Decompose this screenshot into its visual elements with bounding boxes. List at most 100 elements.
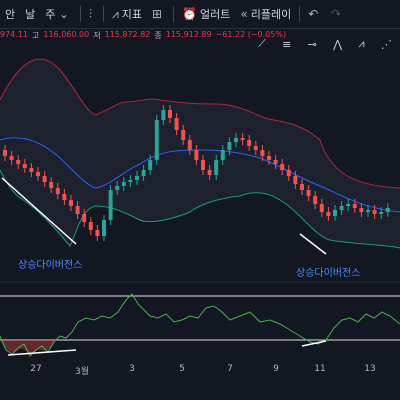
candle-body [234,138,238,142]
replay-icon: « [240,7,248,21]
candle-body [220,150,225,160]
rsi-line [0,293,400,357]
candle-body [227,142,232,150]
candle-body [16,160,21,164]
candle-body [9,156,14,160]
redo-button[interactable]: ↷ [326,0,349,28]
candle-body [201,160,205,170]
annotation-left[interactable]: 상승다이버전스 [18,260,83,271]
x-tick-label: 27 [30,364,42,374]
indicators-button[interactable]: ⩘ 지표 [111,6,142,22]
ohlc-legend: 974.11 고 116,060.00 저 115,872.82 종 115,9… [0,30,286,46]
candle-body [128,180,133,182]
x-tick-label: 3월 [74,367,90,377]
x-tick-label: 3 [129,364,135,374]
rsi-divergence-line-left [7,349,77,356]
alert-button[interactable]: ⏰ 얼러트 [182,7,231,21]
candle-body [313,196,318,204]
rsi-oversold-fill-left [0,340,56,354]
x-tick-label: 13 [364,364,376,374]
candle-body [280,164,285,170]
candle-body [339,206,344,210]
candle-body [346,204,351,206]
candle-body [62,194,67,200]
candle-body [154,120,159,160]
candle-body [359,208,364,212]
grid-icon: ⊞ [151,7,163,21]
candle-body [352,204,357,208]
replay-button[interactable]: «리플레이 [240,7,292,21]
close-value: 115,912.89 [165,30,212,39]
undo-button[interactable]: ↶ [303,0,326,28]
divider [299,6,301,22]
candle-body [121,182,126,186]
candle-body [319,204,324,212]
candle-body [253,146,258,150]
candle-body [42,176,47,182]
candle-body [115,186,120,190]
candle-body [161,110,166,120]
candle-body [36,172,40,176]
trendline-icon[interactable]: ⟋ [258,37,266,50]
high-label: 고 [32,31,40,40]
change-value: −61.22 (−0.05%) [215,30,287,39]
candle-body [214,160,219,175]
elliott-icon[interactable]: ⩘ [358,37,365,50]
candle-body [260,150,265,156]
annotation-right[interactable]: 상승다이버전스 [296,268,361,279]
candle-body [82,214,87,222]
timeframe-week-button[interactable]: 주 ⌄ [45,7,69,21]
candle-body [88,222,93,230]
x-tick-label: 9 [273,364,279,374]
timeframe-day-button[interactable]: 날 [25,8,36,21]
candle-body [187,140,192,150]
divider [173,6,175,22]
candles [3,105,390,241]
candle-body [207,170,212,175]
candle-body [240,138,245,140]
x-tick-label: 7 [227,364,233,374]
candle-body [379,212,384,214]
x-axis: 27 3월 3 5 7 9 11 13 [0,360,400,380]
candle-body [3,150,7,156]
candle-body [55,188,60,194]
close-label: 종 [154,31,162,40]
candle-body [385,208,390,212]
bollinger-lower [0,169,400,249]
candle-body [49,182,54,188]
candle-body [181,130,186,140]
abcd-icon[interactable]: ⋰ [380,37,392,51]
x-tick-label: 11 [314,364,326,374]
candle-body [293,176,298,184]
candle-body [141,170,146,176]
candle-body [286,170,291,176]
candle-body [174,118,179,130]
templates-button[interactable]: ⊞ [147,0,170,28]
alert-icon: ⏰ [182,7,197,21]
candle-body [300,184,304,190]
fib-icon[interactable]: ≡ [282,37,292,51]
high-value: 116,060.00 [43,30,90,39]
horizontal-ray-icon[interactable]: ⊸ [307,37,317,51]
candle-body [168,110,172,118]
rsi-divergence-line-right [301,340,327,347]
candle-body [22,164,27,168]
pattern-icon[interactable]: ⋀ [333,37,343,51]
top-toolbar: 안 날 주 ⌄ ⫶ ⩘ 지표 ⊞ ⏰ 얼러트 «리플레이 ↶ ↷ [0,0,400,29]
candle-body [135,176,139,180]
divider [102,6,104,22]
bollinger-upper [0,58,400,189]
candle-body [267,156,271,160]
x-tick-label: 5 [179,364,185,374]
bollinger-fill [0,59,400,248]
candle-body [108,190,113,220]
divergence-line-left [1,177,77,245]
chart-type-button[interactable]: ⫶ [84,0,100,28]
bollinger-middle [0,137,400,213]
candle-body [148,160,153,170]
divergence-line-right [299,233,327,255]
low-label: 저 [93,31,101,40]
candle-body [247,140,252,146]
tab-partial[interactable]: 안 [5,8,16,21]
